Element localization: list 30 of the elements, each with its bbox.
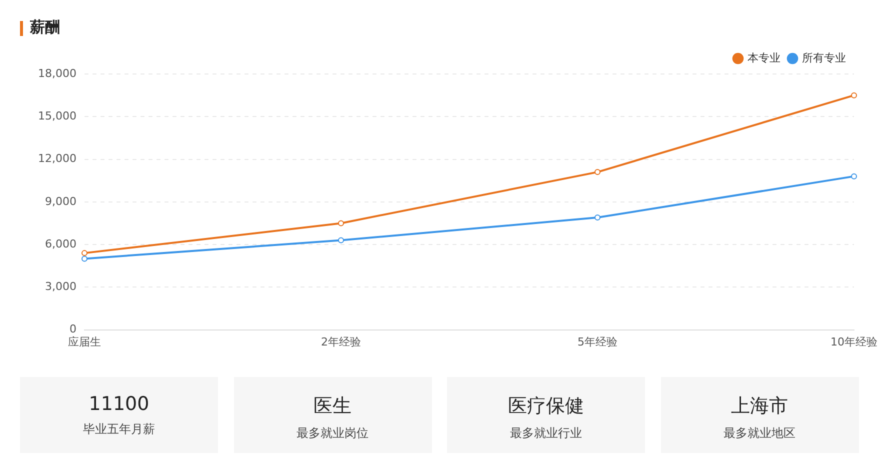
point: [338, 237, 344, 244]
point: [81, 250, 88, 256]
text: 医生: [312, 394, 352, 419]
y-tick-label: 12,000: [38, 152, 76, 166]
y-tick-label: 18,000: [38, 66, 76, 80]
y-tick-label: 9,000: [44, 194, 76, 208]
point: [594, 169, 600, 176]
y-tick-label: 6,000: [44, 237, 76, 250]
point: [851, 173, 857, 180]
text: 上海市: [730, 394, 789, 419]
y-tick-label: 0: [69, 322, 76, 336]
y-tick-label: 3,000: [44, 280, 76, 294]
y-tick-label: 15,000: [38, 109, 76, 122]
chart-title: 薪酬: [30, 18, 60, 37]
text: 最多就业行业: [509, 425, 583, 442]
legend-label: 所有专业: [802, 51, 846, 64]
point: [594, 214, 600, 221]
x-tick-label: 应届生: [68, 335, 101, 348]
text: 医疗保健: [507, 394, 585, 419]
point: [338, 220, 344, 226]
text: 11100: [88, 393, 150, 415]
text: 毕业五年月薪: [82, 421, 156, 438]
x-tick-label: 5年经验: [577, 335, 618, 348]
point: [851, 92, 857, 98]
text: 最多就业地区: [722, 425, 796, 442]
x-tick-label: 2年经验: [320, 335, 361, 348]
point: [81, 256, 88, 262]
text: 最多就业岗位: [296, 425, 370, 442]
x-tick-label: 10年经验: [830, 335, 878, 348]
legend-label: 本专业: [748, 51, 780, 64]
